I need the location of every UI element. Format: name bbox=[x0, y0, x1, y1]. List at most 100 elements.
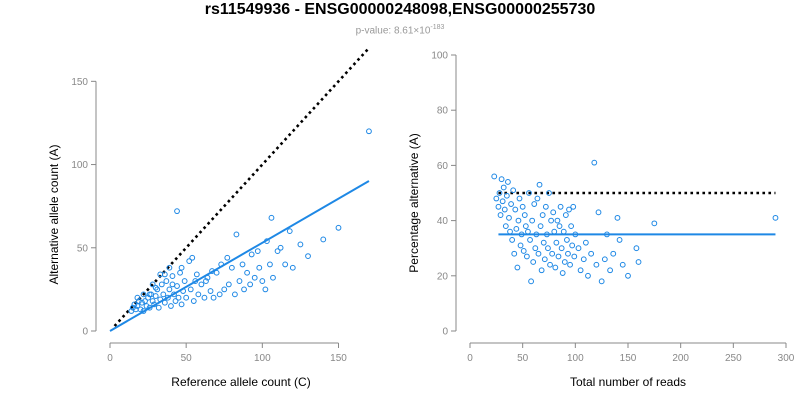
data-point bbox=[190, 298, 197, 304]
data-point bbox=[548, 217, 555, 224]
data-point bbox=[192, 278, 199, 284]
scatter-plot-allele-counts: 0 50 100 150 0 50 100 150 Reference allele count… bbox=[47, 47, 372, 389]
data-point bbox=[547, 261, 553, 268]
data-point bbox=[585, 272, 591, 279]
y-tick-label: 0 bbox=[442, 327, 448, 338]
data-point bbox=[268, 214, 275, 221]
data-point bbox=[512, 206, 519, 213]
data-point bbox=[521, 212, 528, 218]
data-point bbox=[164, 294, 171, 301]
data-point bbox=[511, 250, 518, 257]
y-tick-label: 80 bbox=[437, 106, 449, 117]
data-point bbox=[549, 250, 556, 257]
data-point bbox=[607, 267, 613, 274]
data-point bbox=[146, 304, 153, 311]
data-point bbox=[203, 278, 209, 284]
data-point bbox=[366, 128, 372, 135]
data-point bbox=[555, 253, 562, 260]
data-point bbox=[152, 284, 159, 291]
data-point bbox=[166, 286, 173, 293]
data-point bbox=[131, 301, 138, 308]
data-point bbox=[506, 214, 512, 221]
data-point bbox=[530, 259, 537, 265]
x-tick-label: 200 bbox=[672, 353, 689, 364]
data-point bbox=[571, 253, 578, 260]
data-point bbox=[168, 303, 174, 309]
data-point bbox=[248, 251, 255, 258]
data-point bbox=[514, 264, 521, 271]
data-point bbox=[233, 231, 240, 238]
data-point bbox=[228, 264, 235, 271]
data-point bbox=[181, 278, 188, 284]
data-point bbox=[282, 261, 289, 268]
data-point bbox=[204, 274, 211, 281]
data-point bbox=[515, 217, 522, 224]
fit-line bbox=[109, 180, 370, 332]
data-point bbox=[575, 245, 582, 252]
data-point bbox=[225, 281, 232, 288]
data-point bbox=[528, 278, 534, 285]
data-point bbox=[610, 250, 617, 257]
data-point bbox=[187, 286, 194, 293]
data-point bbox=[136, 298, 142, 304]
data-point bbox=[244, 269, 250, 276]
data-point bbox=[572, 231, 579, 238]
data-point bbox=[145, 294, 151, 301]
data-point bbox=[525, 228, 531, 235]
data-point bbox=[270, 274, 276, 281]
data-point bbox=[209, 268, 215, 274]
data-point bbox=[177, 269, 183, 276]
data-point bbox=[160, 291, 167, 298]
x-tick-label: 50 bbox=[181, 353, 193, 364]
data-point bbox=[542, 203, 549, 210]
x-tick-label: 0 bbox=[107, 353, 113, 364]
data-point bbox=[540, 239, 547, 246]
data-point bbox=[172, 298, 179, 304]
y-tick-label: 60 bbox=[437, 161, 449, 172]
y-tick-label: 100 bbox=[431, 51, 448, 62]
data-point bbox=[140, 308, 147, 314]
data-point bbox=[522, 223, 529, 230]
data-point bbox=[247, 281, 254, 288]
data-point bbox=[241, 286, 247, 293]
data-point bbox=[509, 237, 516, 243]
data-point bbox=[560, 228, 567, 235]
data-point bbox=[558, 245, 565, 252]
data-point bbox=[561, 259, 568, 265]
data-point bbox=[510, 187, 517, 194]
data-point bbox=[143, 303, 150, 309]
chart-subtitle: p-value: 8.61×10-183 bbox=[0, 24, 800, 36]
data-point bbox=[152, 293, 159, 299]
data-point bbox=[262, 286, 269, 293]
data-point bbox=[251, 274, 258, 281]
data-point bbox=[218, 261, 225, 268]
data-point bbox=[562, 212, 569, 218]
data-point bbox=[166, 264, 173, 271]
data-point bbox=[267, 261, 273, 268]
data-point bbox=[569, 242, 576, 249]
data-point bbox=[491, 173, 498, 180]
data-point bbox=[595, 209, 602, 216]
data-point bbox=[286, 228, 293, 235]
data-point bbox=[577, 267, 584, 274]
reference-line bbox=[113, 47, 370, 327]
x-axis-title: Total number of reads bbox=[570, 375, 686, 389]
x-tick-label: 100 bbox=[254, 353, 271, 364]
data-point bbox=[503, 192, 510, 199]
data-point bbox=[186, 258, 193, 264]
data-point bbox=[533, 231, 540, 238]
y-axis-title: Alternative allele count (A) bbox=[47, 144, 61, 284]
data-point bbox=[527, 237, 533, 243]
data-point bbox=[507, 228, 513, 235]
data-point bbox=[529, 217, 536, 224]
data-point bbox=[297, 241, 304, 248]
data-point bbox=[256, 264, 263, 271]
x-tick-label: 150 bbox=[330, 353, 347, 364]
data-point bbox=[556, 223, 563, 230]
y-tick-label: 40 bbox=[437, 216, 449, 227]
y-tick-label: 0 bbox=[82, 327, 88, 338]
data-point bbox=[635, 259, 642, 265]
data-point bbox=[497, 212, 504, 218]
data-point bbox=[134, 294, 141, 301]
data-point bbox=[195, 291, 202, 298]
